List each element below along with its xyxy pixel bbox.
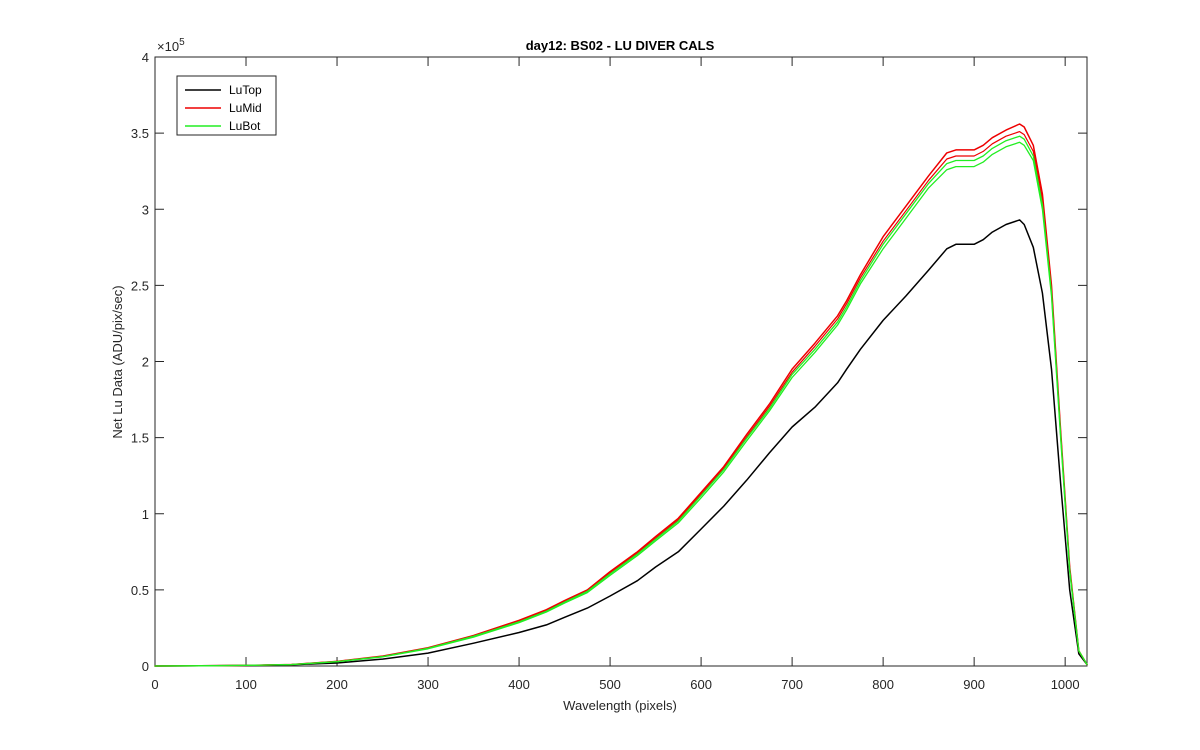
x-tick-label: 400 [508,677,530,692]
y-tick-label: 2.5 [131,278,149,293]
x-tick-label: 900 [963,677,985,692]
x-tick-label: 300 [417,677,439,692]
x-tick-label: 1000 [1051,677,1080,692]
x-tick-label: 200 [326,677,348,692]
y-tick-label: 1.5 [131,431,149,446]
x-tick-label: 100 [235,677,257,692]
y-tick-label: 4 [142,50,149,65]
y-tick-label: 3.5 [131,126,149,141]
x-axis-label: Wavelength (pixels) [563,698,677,713]
y-tick-label: 1 [142,507,149,522]
x-tick-label: 800 [872,677,894,692]
series-line-lutop [154,219,1088,667]
y-tick-label: 3 [142,202,149,217]
chart-title: day12: BS02 - LU DIVER CALS [526,38,715,53]
y-exponent-label: ×105 [157,37,185,54]
x-tick-label: 700 [781,677,803,692]
axes-box [154,56,1088,667]
legend-label-lutop: LuTop [229,83,262,97]
y-tick-label: 0 [142,659,149,674]
x-tick-label: 0 [151,677,158,692]
y-tick-label: 0.5 [131,583,149,598]
series-line-lubot [154,141,1088,667]
plot-area: 0 100 200 300 400 500 600 700 800 900 1000 0 0.5 1 1.5… [131,50,1088,692]
legend-label-lubot: LuBot [229,119,261,133]
y-axis-label: Net Lu Data (ADU/pix/sec) [110,285,125,438]
series-line-lubot [154,135,1088,667]
x-tick-label: 500 [599,677,621,692]
x-tick-label: 600 [690,677,712,692]
legend-box [176,75,277,136]
y-tick-label: 2 [142,355,149,370]
legend-label-lumid: LuMid [229,101,262,115]
